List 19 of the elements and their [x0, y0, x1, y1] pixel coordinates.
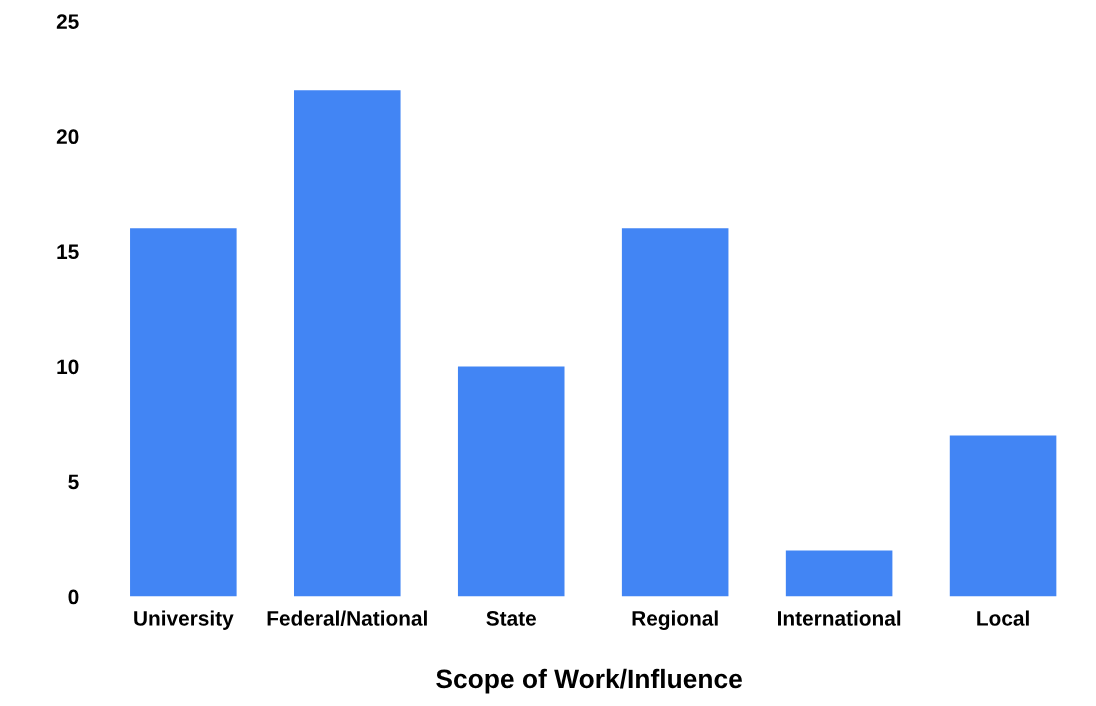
- x-tick-label: University: [134, 610, 234, 630]
- bar: [294, 90, 401, 597]
- bar: [785, 550, 893, 597]
- bar: [949, 435, 1057, 597]
- bar: [621, 228, 729, 597]
- x-axis-title: Scope of Work/Influence: [436, 668, 742, 694]
- x-tick-label: International: [778, 610, 901, 626]
- y-tick-label: 15: [57, 244, 79, 260]
- x-tick-label: Local: [977, 610, 1029, 626]
- bar: [130, 228, 237, 597]
- y-tick-label: 20: [56, 129, 79, 145]
- y-tick-label: 10: [57, 359, 79, 375]
- x-tick-label: State: [486, 611, 536, 626]
- y-tick-label: 5: [68, 474, 79, 490]
- y-tick-label: 0: [68, 589, 79, 605]
- x-tick-label: Regional: [632, 610, 718, 630]
- bar: [457, 366, 565, 597]
- x-tick-label: Federal/National: [267, 610, 427, 626]
- y-tick-label: 25: [56, 14, 79, 29]
